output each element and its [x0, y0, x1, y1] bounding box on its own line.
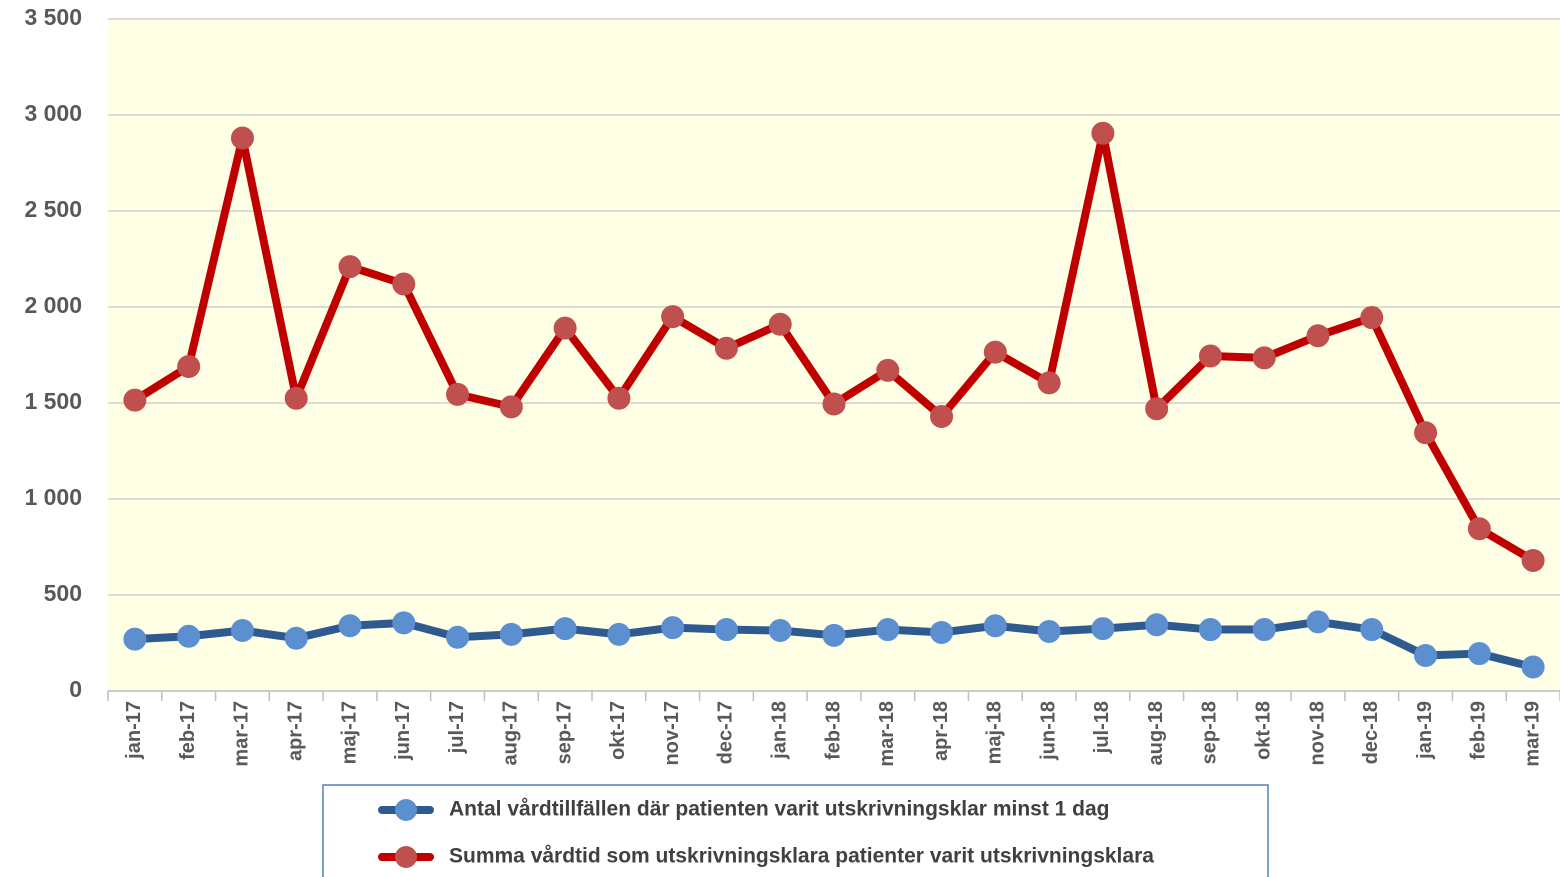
data-point: [1521, 655, 1545, 679]
y-tick-label: 1 500: [24, 388, 82, 414]
x-tick-label: mar-19: [1521, 701, 1543, 767]
y-tick-label: 500: [44, 580, 82, 606]
x-tick-label: jun-17: [392, 701, 414, 761]
x-tick-label: maj-17: [338, 701, 360, 764]
data-point: [338, 255, 362, 279]
data-point: [230, 126, 254, 150]
data-point: [553, 617, 577, 641]
data-point: [1198, 344, 1222, 368]
data-point: [1198, 618, 1222, 642]
x-tick-label: sep-18: [1199, 701, 1221, 764]
x-tick-label: jan-19: [1414, 701, 1436, 760]
y-tick-label: 3 500: [24, 4, 82, 30]
x-tick-label: mar-17: [231, 701, 253, 767]
data-point: [714, 336, 738, 360]
x-tick-label: mar-18: [876, 701, 898, 767]
x-tick-label: aug-17: [500, 701, 522, 765]
x-tick-label: dec-18: [1360, 701, 1382, 764]
data-point: [1360, 306, 1384, 330]
x-tick-label: aug-18: [1145, 701, 1167, 765]
data-point: [822, 623, 846, 647]
x-tick-label: dec-17: [715, 701, 737, 764]
data-point: [392, 272, 416, 296]
data-point: [230, 619, 254, 643]
x-tick-label: sep-17: [553, 701, 575, 764]
data-point: [1037, 619, 1061, 643]
legend-label: Summa vårdtid som utskrivningsklara pati…: [449, 845, 1154, 868]
data-point: [607, 622, 631, 646]
data-point: [284, 386, 308, 410]
y-tick-label: 2 500: [24, 196, 82, 222]
data-point: [930, 404, 954, 428]
data-point: [123, 388, 147, 412]
data-point: [1145, 397, 1169, 421]
x-tick-label: apr-18: [930, 701, 952, 761]
data-point: [1091, 617, 1115, 641]
data-point: [1414, 421, 1438, 445]
data-point: [1145, 613, 1169, 637]
data-point: [661, 305, 685, 329]
data-point: [1360, 618, 1384, 642]
x-tick-label: jul-18: [1091, 701, 1113, 754]
y-tick-label: 0: [69, 676, 82, 702]
data-point: [1467, 642, 1491, 666]
x-tick-label: nov-18: [1306, 701, 1328, 765]
x-tick-label: feb-19: [1468, 701, 1490, 760]
x-tick-label: jun-18: [1037, 701, 1059, 761]
x-tick-label: okt-18: [1253, 701, 1275, 760]
data-point: [768, 619, 792, 643]
legend-label: Antal vårdtillfällen där patienten varit…: [449, 798, 1110, 821]
legend-box: [322, 784, 1269, 877]
data-point: [499, 622, 523, 646]
data-point: [768, 312, 792, 336]
data-point: [1521, 548, 1545, 572]
data-point: [338, 614, 362, 638]
plot-area: [108, 19, 1560, 691]
x-tick-label: okt-17: [607, 701, 629, 760]
data-point: [446, 382, 470, 406]
data-point: [607, 386, 631, 410]
data-point: [1306, 324, 1330, 348]
y-tick-label: 3 000: [24, 100, 82, 126]
data-point: [392, 611, 416, 635]
x-tick-label: nov-17: [661, 701, 683, 765]
data-point: [930, 620, 954, 644]
data-point: [1414, 643, 1438, 667]
data-point: [446, 625, 470, 649]
legend-marker: [395, 799, 417, 821]
data-point: [1091, 121, 1115, 145]
data-point: [983, 614, 1007, 638]
data-point: [714, 618, 738, 642]
x-tick-label: jul-17: [446, 701, 468, 754]
data-point: [284, 626, 308, 650]
data-point: [177, 624, 201, 648]
x-tick-label: apr-17: [285, 701, 307, 761]
data-point: [123, 627, 147, 651]
data-point: [553, 316, 577, 340]
data-point: [1467, 517, 1491, 541]
data-point: [499, 395, 523, 419]
data-point: [1252, 618, 1276, 642]
data-point: [876, 358, 900, 382]
x-tick-label: maj-18: [984, 701, 1006, 764]
data-point: [822, 392, 846, 416]
data-point: [1037, 371, 1061, 395]
data-point: [983, 340, 1007, 364]
data-point: [177, 355, 201, 379]
x-tick-label: jan-17: [123, 701, 145, 760]
y-tick-label: 2 000: [24, 292, 82, 318]
x-tick-label: jan-18: [769, 701, 791, 760]
data-point: [661, 616, 685, 640]
data-point: [876, 618, 900, 642]
data-point: [1252, 346, 1276, 370]
y-tick-label: 1 000: [24, 484, 82, 510]
data-point: [1306, 610, 1330, 634]
x-tick-label: feb-17: [177, 701, 199, 760]
legend-marker: [395, 846, 417, 868]
x-tick-label: feb-18: [822, 701, 844, 760]
